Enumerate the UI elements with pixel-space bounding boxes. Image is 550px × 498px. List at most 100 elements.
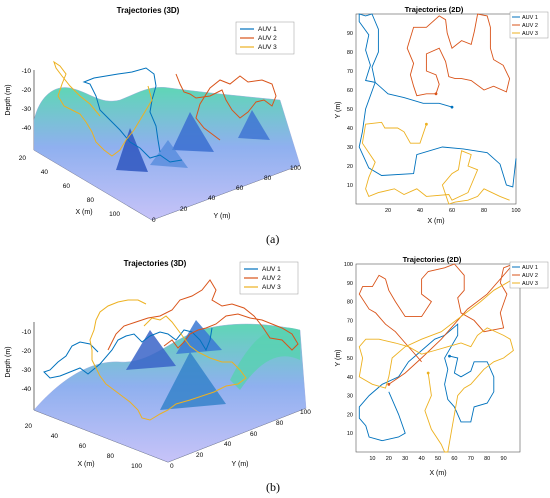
panel-b-3d-x-tick-2: 40 [51, 433, 59, 440]
a2d-y-tick-2: 20 [347, 164, 353, 170]
panel-b-2d-legend-auv3: AUV 3 [522, 281, 538, 287]
b2d-y-tick-6: 60 [347, 337, 353, 343]
panel-b-3d-x-tick-1: 20 [25, 423, 33, 430]
a2d-y-tick-7: 70 [347, 69, 353, 75]
panel-b-3d-x-ticks: 20 40 60 80 100 [25, 423, 143, 470]
panel-a-3d-z-tick-1: -10 [22, 68, 32, 75]
panel-a-3d-legend: AUV 1 AUV 2 AUV 3 [235, 21, 295, 55]
b2d-y-tick-8: 80 [347, 300, 353, 306]
panel-b-3d-terrain-ridge [230, 327, 300, 390]
panel-b-2d-series [358, 263, 514, 453]
panel-a-3d-y-tick-5: 80 [264, 175, 272, 182]
panel-label-a: (a) [266, 232, 280, 246]
panel-b-3d-legend-auv2: AUV 2 [262, 275, 281, 282]
panel-b-2d-legend: AUV 1 AUV 2 AUV 3 [509, 261, 549, 289]
panel-a-2d-ticks: 20 40 60 80 100 10 20 30 40 50 60 70 80 90 [347, 31, 521, 214]
b2d-y-tick-2: 20 [347, 412, 353, 418]
panel-b-3d-auv3-path [89, 299, 247, 421]
panel-a-3d-terrain-peak-1 [116, 128, 148, 172]
b2d-y-tick-3: 30 [347, 394, 353, 400]
panel-a-3d-y-ticks: 0 20 40 60 80 100 [152, 165, 301, 224]
panel-b-3d-x-label: X (m) [77, 461, 94, 468]
panel-b-2d-title: Trajectories (2D) [403, 255, 462, 264]
panel-a-3d-auv3-path [53, 60, 153, 157]
panel-b-3d-z-tick-1: -10 [22, 329, 32, 336]
b2d-x-tick-5: 50 [435, 456, 441, 462]
b2d-y-tick-10: 100 [344, 262, 353, 268]
panel-b-3d-y-tick-6: 100 [300, 409, 311, 416]
a2d-series-auv2 [406, 13, 511, 97]
a2d-series-auv3-marker [425, 122, 428, 126]
panel-a-3d-auv1-path [82, 67, 183, 163]
panel-a-2d-series [358, 13, 517, 205]
panel-a-3d-chart: Trajectories (3D) -10 -20 -30 -40 Depth … [5, 6, 301, 224]
panel-a-2d-legend-auv3: AUV 3 [522, 31, 538, 37]
panel-b-2d-legend-auv1: AUV 1 [522, 265, 538, 271]
panel-b-3d-chart: Trajectories (3D) -10 -20 -30 -40 Depth … [5, 259, 311, 470]
panel-b-3d-terrain-peak-1 [126, 330, 176, 370]
panel-a-3d-x-label: X (m) [75, 209, 92, 216]
b2d-series-auv1-marker [448, 354, 451, 358]
b2d-x-tick-6: 60 [451, 456, 457, 462]
a2d-x-tick-5: 100 [511, 208, 520, 214]
panel-b-3d-y-tick-4: 60 [250, 431, 258, 438]
panel-b-2d-plot-area [355, 263, 521, 453]
a2d-y-tick-4: 40 [347, 126, 353, 132]
b2d-y-tick-1: 10 [347, 431, 353, 437]
panel-a-2d-title: Trajectories (2D) [405, 5, 464, 14]
panel-b-3d-auv2-path [107, 279, 299, 351]
panel-b-3d-z-tick-3: -30 [22, 367, 32, 374]
panel-a-3d-y-tick-4: 60 [236, 185, 244, 192]
panel-a-3d-x-tick-2: 40 [41, 169, 49, 176]
panel-a-3d-legend-auv2: AUV 2 [258, 35, 277, 42]
panel-a-2d-legend-auv2: AUV 2 [522, 23, 538, 29]
a2d-x-tick-4: 80 [481, 208, 487, 214]
a2d-y-tick-9: 90 [347, 31, 353, 37]
a2d-series-auv1 [358, 13, 517, 188]
panel-b-3d-terrain-peak-3 [160, 352, 226, 410]
b2d-x-tick-9: 90 [501, 456, 507, 462]
a2d-y-tick-8: 80 [347, 50, 353, 56]
b2d-y-tick-9: 90 [347, 281, 353, 287]
panel-label-b: (b) [266, 480, 280, 494]
panel-a-2d-legend: AUV 1 AUV 2 AUV 3 [509, 11, 549, 39]
panel-a-3d-y-tick-2: 20 [180, 206, 188, 213]
panel-a-2d-chart: Trajectories (2D) 20 40 60 80 100 10 20 30 40 50 6… [335, 5, 549, 225]
b2d-y-tick-5: 50 [347, 356, 353, 362]
panel-a-3d-z-tick-2: -20 [22, 87, 32, 94]
panel-b-3d-y-tick-2: 20 [196, 452, 204, 459]
panel-b-3d-x-tick-5: 100 [131, 463, 142, 470]
panel-b-2d-ticks: 10 20 30 40 50 60 70 80 90 10 20 30 40 50 60 70 80 90 100 [344, 262, 507, 462]
b2d-series-auv2 [358, 263, 514, 385]
panel-a-3d-z-tick-3: -30 [22, 106, 32, 113]
panel-a-3d-y-label: Y (m) [214, 213, 231, 220]
panel-a-3d-terrain-peak-3 [238, 110, 270, 140]
panel-b-3d-legend: AUV 1 AUV 2 AUV 3 [239, 261, 299, 295]
b2d-series-auv3 [358, 278, 514, 453]
panel-b-3d-y-tick-5: 80 [276, 420, 284, 427]
panel-b-3d-z-tick-4: -40 [22, 386, 32, 393]
panel-b-3d-y-tick-3: 40 [224, 441, 232, 448]
b2d-x-tick-1: 10 [369, 456, 375, 462]
panel-a-3d-auv2-path [175, 73, 277, 141]
panel-b-2d-legend-auv2: AUV 2 [522, 273, 538, 279]
panel-b-3d-y-tick-1: 0 [170, 463, 174, 470]
a2d-series-auv1-marker [450, 105, 454, 109]
panel-a-2d-legend-auv1: AUV 1 [522, 15, 538, 21]
a2d-y-tick-1: 10 [347, 183, 353, 189]
b2d-x-tick-3: 30 [402, 456, 408, 462]
a2d-y-tick-6: 60 [347, 88, 353, 94]
panel-a-3d-x-tick-3: 60 [63, 183, 71, 190]
panel-a-3d-z-tick-4: -40 [22, 125, 32, 132]
b2d-x-tick-2: 20 [386, 456, 392, 462]
b2d-series-auv2-marker [387, 382, 391, 386]
panel-a-3d-title: Trajectories (3D) [117, 6, 180, 15]
panel-b-3d-x-tick-4: 80 [107, 453, 115, 460]
a2d-y-tick-5: 50 [347, 107, 353, 113]
panel-a-3d-z-ticks: -10 -20 -30 -40 [22, 68, 32, 132]
panel-a-3d-x-tick-5: 100 [109, 211, 120, 218]
panel-b-3d-z-tick-2: -20 [22, 348, 32, 355]
panel-a-3d-legend-auv1: AUV 1 [258, 26, 277, 33]
panel-a-3d-legend-auv3: AUV 3 [258, 44, 277, 51]
